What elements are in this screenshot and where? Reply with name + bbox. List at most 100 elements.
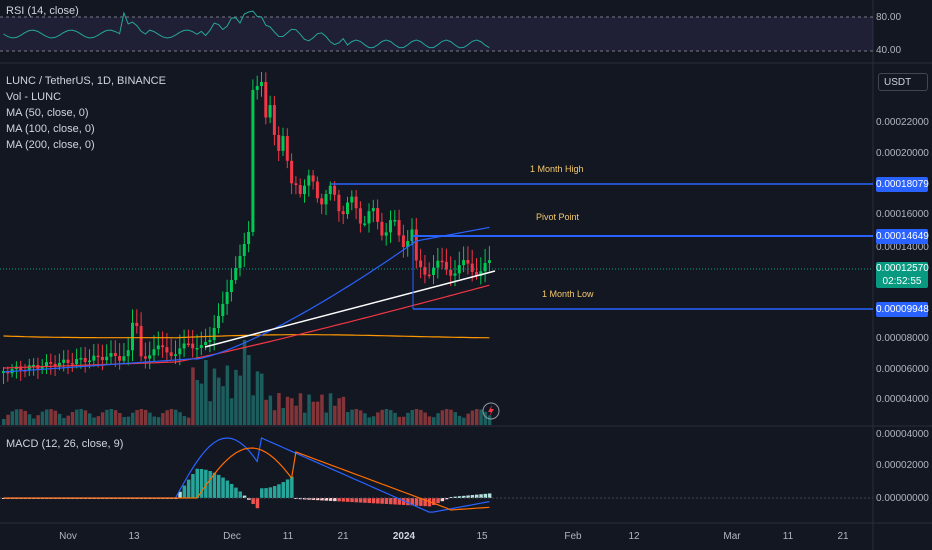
volume-bar xyxy=(358,410,363,425)
candle xyxy=(393,220,397,222)
candle xyxy=(182,343,186,349)
volume-bar xyxy=(49,409,53,425)
volume-bar xyxy=(10,411,15,425)
candle xyxy=(277,134,281,151)
candle xyxy=(371,208,375,212)
volume-bar xyxy=(346,412,350,425)
volume-bar xyxy=(277,393,281,425)
macd-histogram-bar xyxy=(238,491,242,498)
volume-bar xyxy=(131,412,135,425)
level-tag-month-low: 0.00009948 xyxy=(876,302,929,317)
candle xyxy=(444,261,448,270)
vol-indicator-label: Vol - LUNC xyxy=(6,91,62,103)
volume-bar xyxy=(255,371,260,425)
volume-bar xyxy=(96,416,101,425)
candle xyxy=(315,181,319,199)
macd-histogram-bar xyxy=(272,486,277,498)
macd-histogram-bar xyxy=(204,469,208,498)
volume-bar xyxy=(333,405,337,425)
candle xyxy=(32,364,36,367)
volume-bar xyxy=(350,409,354,425)
macd-histogram-bar xyxy=(470,495,475,498)
lightning-bolt-icon xyxy=(488,405,494,417)
macd-histogram-bar xyxy=(479,494,483,498)
volume-bar xyxy=(337,398,341,425)
macd-histogram-bar xyxy=(208,470,212,498)
macd-histogram-bar xyxy=(333,498,337,502)
volume-bar xyxy=(397,416,402,425)
macd-label: MACD (12, 26, close, 9) xyxy=(6,438,124,450)
x-label-year: 2024 xyxy=(392,531,416,542)
candle xyxy=(363,223,367,225)
volume-bar xyxy=(311,401,316,425)
price-tick: 0.00006000 xyxy=(876,364,929,375)
candle xyxy=(307,175,311,186)
price-tick: 0.00016000 xyxy=(876,209,929,220)
volume-bar xyxy=(122,416,126,425)
volume-bar xyxy=(479,409,483,425)
volume-bar xyxy=(204,360,208,425)
volume-bar xyxy=(410,410,414,425)
volume-bar xyxy=(393,412,397,425)
candle xyxy=(303,185,306,195)
macd-histogram-bar xyxy=(221,477,225,498)
volume-bar xyxy=(414,409,419,425)
volume-bar xyxy=(53,410,58,425)
candle xyxy=(143,356,147,359)
candle xyxy=(225,292,229,304)
volume-bar xyxy=(161,413,165,425)
candle xyxy=(229,280,233,292)
ma200-label: MA (200, close, 0) xyxy=(6,139,95,151)
candle xyxy=(290,160,294,184)
level-tag-month-high: 0.00018079 xyxy=(876,177,929,192)
macd-histogram-bar xyxy=(457,496,462,498)
rsi-line xyxy=(3,10,490,49)
macd-histogram-bar xyxy=(475,494,479,498)
macd-tick: 0.00000000 xyxy=(876,493,929,504)
candle xyxy=(260,82,263,86)
volume-bar xyxy=(79,409,83,425)
volume-bar xyxy=(221,386,225,425)
candle xyxy=(131,322,134,351)
candle xyxy=(126,350,130,357)
volume-bar xyxy=(440,410,445,425)
volume-bar xyxy=(169,409,174,425)
macd-histogram-bar xyxy=(483,493,488,498)
macd-histogram-bar xyxy=(186,479,191,498)
x-label: 13 xyxy=(128,531,140,542)
trendline xyxy=(204,270,496,348)
macd-histogram-bar xyxy=(444,498,449,500)
candle xyxy=(174,354,177,356)
annotation-month-high: 1 Month High xyxy=(530,164,584,174)
candle xyxy=(333,185,337,195)
candle xyxy=(419,260,423,268)
volume-bar xyxy=(371,416,376,425)
volume-bar xyxy=(315,401,320,425)
volume-bar xyxy=(272,410,277,425)
macd-signal-line xyxy=(3,447,490,511)
candle xyxy=(449,269,453,276)
volume-bar xyxy=(148,412,152,425)
macd-histogram-bar xyxy=(281,482,285,498)
candle xyxy=(75,359,79,365)
volume-bar xyxy=(242,340,247,425)
candle xyxy=(113,353,117,357)
candle xyxy=(96,355,100,358)
ma100-label: MA (100, close, 0) xyxy=(6,123,95,135)
macd-histogram-bar xyxy=(337,498,341,502)
candle xyxy=(234,268,238,280)
currency-selector[interactable]: USDT xyxy=(878,73,928,91)
volume-bar xyxy=(268,395,273,425)
candle xyxy=(397,220,401,236)
volume-bar xyxy=(113,410,118,425)
lightning-icon xyxy=(482,402,500,420)
macd-histogram-bar xyxy=(234,487,238,498)
volume-bar xyxy=(376,412,380,425)
volume-bar xyxy=(105,409,109,425)
candle xyxy=(191,343,195,349)
candle xyxy=(440,260,444,263)
x-label: 21 xyxy=(337,531,349,542)
candle xyxy=(298,185,302,195)
volume-bar xyxy=(225,365,230,425)
